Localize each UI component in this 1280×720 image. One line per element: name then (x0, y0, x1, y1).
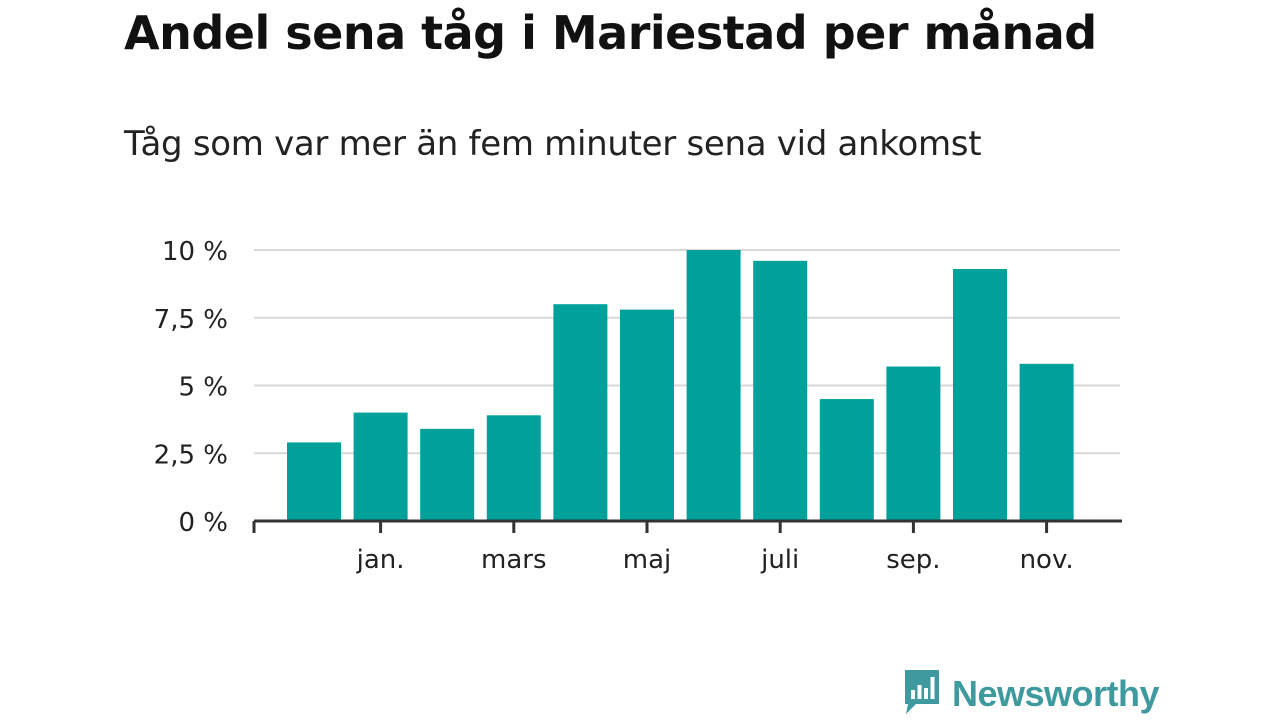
bar-chart-speech-bubble-icon (902, 668, 942, 720)
y-tick-label: 0 % (178, 508, 228, 538)
bar-nov (1019, 363, 1074, 521)
x-tick-label: nov. (1020, 545, 1074, 575)
axes: 0 % 2,5 % 5 % 7,5 % 10 % jan. mars maj juli sep. n… (154, 237, 1122, 575)
bar-jan (353, 412, 408, 521)
bars (287, 250, 1074, 521)
newsworthy-logo: Newsworthy (902, 668, 1160, 720)
bar-dec (287, 442, 341, 521)
chart-subtitle: Tåg som var mer än fem minuter sena vid … (124, 124, 982, 164)
bar-juni (686, 250, 741, 521)
y-tick-label: 10 % (162, 237, 228, 267)
bar-mars (486, 415, 541, 521)
x-tick-label: mars (481, 545, 547, 575)
y-tick-label: 2,5 % (154, 440, 228, 470)
y-tick-label: 7,5 % (154, 305, 228, 335)
bar-apr (553, 304, 608, 521)
bar-aug (819, 399, 874, 521)
bar-sep (886, 366, 941, 521)
chart-title: Andel sena tåg i Mariestad per månad (124, 6, 1097, 60)
y-tick-label: 5 % (178, 373, 228, 403)
x-tick-label: maj (623, 545, 671, 575)
brand-name: Newsworthy (952, 673, 1160, 714)
bar-maj (620, 309, 674, 521)
bar-feb (420, 428, 475, 521)
x-tick-label: sep. (886, 545, 940, 575)
x-tick-label: juli (760, 545, 799, 575)
x-tick-label: jan. (356, 545, 405, 575)
bar-okt (953, 268, 1007, 521)
bar-juli (753, 260, 808, 521)
